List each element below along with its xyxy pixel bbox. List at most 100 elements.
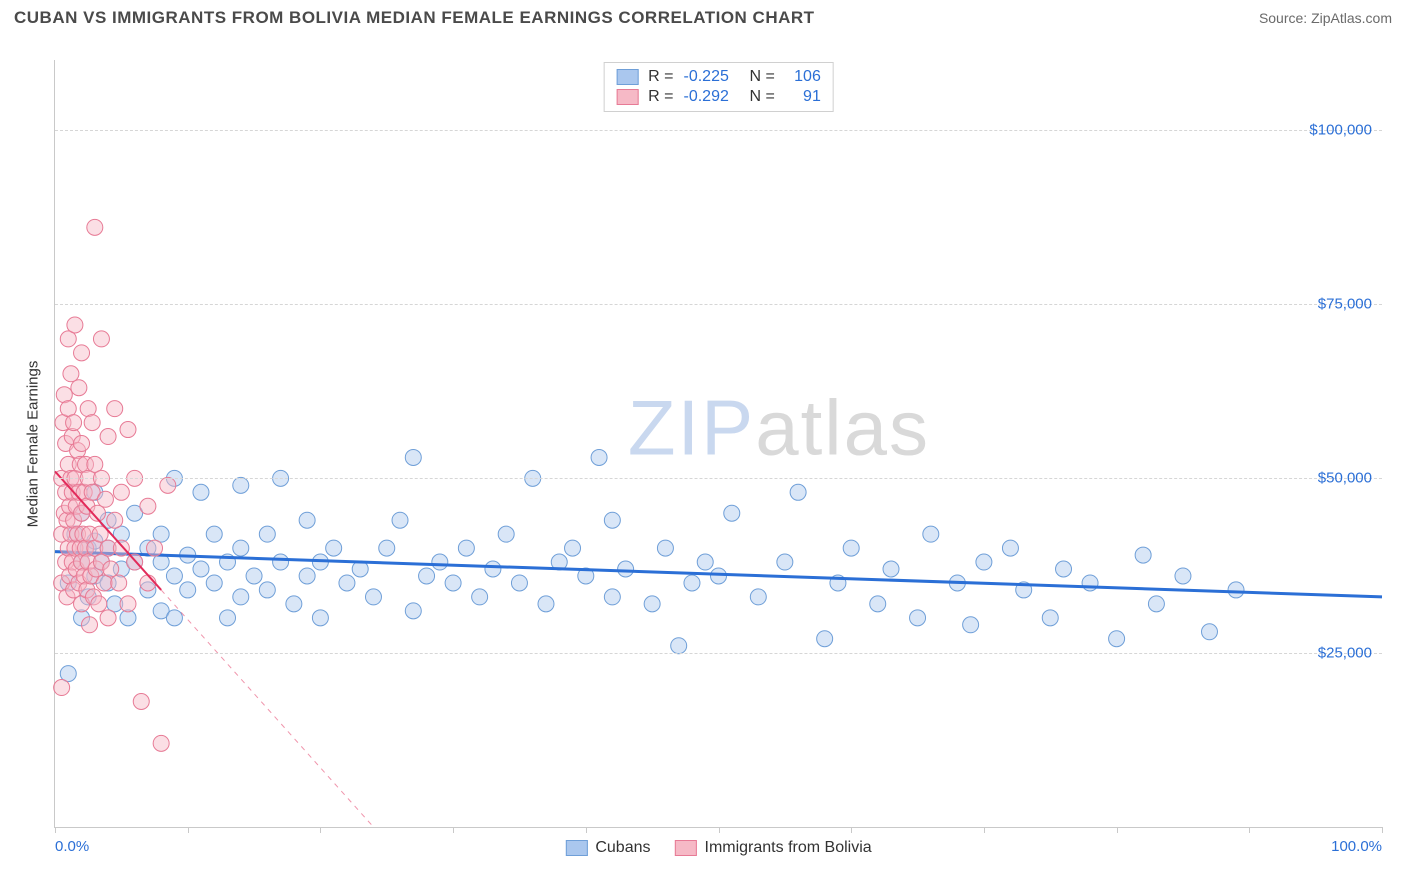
scatter-point: [82, 617, 98, 633]
scatter-point: [963, 617, 979, 633]
n-label: N =: [750, 88, 775, 106]
scatter-point: [472, 589, 488, 605]
legend-stat-row: R =-0.225N =106: [616, 67, 821, 87]
y-tick-label: $25,000: [1318, 644, 1372, 661]
scatter-point: [166, 568, 182, 584]
scatter-point: [147, 540, 163, 556]
n-value: 106: [785, 68, 821, 86]
scatter-point: [790, 484, 806, 500]
legend-swatch: [565, 840, 587, 856]
scatter-point: [1042, 610, 1058, 626]
r-value: -0.225: [684, 68, 740, 86]
scatter-point: [419, 568, 435, 584]
plot-svg: [55, 60, 1382, 827]
scatter-point: [107, 512, 123, 528]
x-tick: [1117, 827, 1118, 833]
scatter-point: [458, 540, 474, 556]
scatter-point: [133, 693, 149, 709]
gridline: [55, 653, 1382, 654]
legend-swatch: [675, 840, 697, 856]
scatter-point: [233, 477, 249, 493]
y-axis-title: Median Female Earnings: [25, 360, 42, 527]
source-link[interactable]: ZipAtlas.com: [1311, 10, 1392, 26]
scatter-point: [684, 575, 700, 591]
scatter-point: [565, 540, 581, 556]
plot-area: Median Female Earnings ZIPatlas R =-0.22…: [54, 60, 1382, 828]
legend-stats: R =-0.225N =106R =-0.292N =91: [603, 62, 834, 112]
scatter-point: [724, 505, 740, 521]
scatter-point: [1056, 561, 1072, 577]
gridline: [55, 304, 1382, 305]
scatter-point: [111, 575, 127, 591]
scatter-point: [93, 331, 109, 347]
scatter-point: [87, 219, 103, 235]
scatter-point: [193, 484, 209, 500]
legend-swatch: [616, 69, 638, 85]
scatter-point: [1109, 631, 1125, 647]
legend-swatch: [616, 89, 638, 105]
scatter-point: [817, 631, 833, 647]
scatter-point: [843, 540, 859, 556]
gridline: [55, 130, 1382, 131]
scatter-point: [1175, 568, 1191, 584]
scatter-point: [312, 610, 328, 626]
scatter-point: [140, 575, 156, 591]
scatter-point: [113, 484, 129, 500]
scatter-point: [671, 638, 687, 654]
scatter-point: [193, 561, 209, 577]
gridline: [55, 478, 1382, 479]
scatter-point: [259, 526, 275, 542]
scatter-point: [485, 561, 501, 577]
scatter-point: [66, 415, 82, 431]
scatter-point: [71, 380, 87, 396]
scatter-point: [160, 477, 176, 493]
n-label: N =: [750, 68, 775, 86]
scatter-point: [1002, 540, 1018, 556]
legend-label: Cubans: [595, 839, 650, 857]
scatter-point: [273, 554, 289, 570]
chart-title: CUBAN VS IMMIGRANTS FROM BOLIVIA MEDIAN …: [14, 8, 815, 28]
legend-label: Immigrants from Bolivia: [705, 839, 872, 857]
scatter-point: [870, 596, 886, 612]
scatter-point: [299, 512, 315, 528]
x-tick: [55, 827, 56, 833]
scatter-point: [976, 554, 992, 570]
scatter-point: [511, 575, 527, 591]
scatter-point: [299, 568, 315, 584]
scatter-point: [97, 491, 113, 507]
x-tick: [188, 827, 189, 833]
scatter-point: [1148, 596, 1164, 612]
scatter-point: [697, 554, 713, 570]
scatter-point: [777, 554, 793, 570]
scatter-point: [107, 401, 123, 417]
scatter-point: [120, 596, 136, 612]
x-label-right: 100.0%: [1331, 838, 1382, 855]
x-tick: [719, 827, 720, 833]
scatter-point: [379, 540, 395, 556]
scatter-point: [233, 589, 249, 605]
x-tick: [586, 827, 587, 833]
legend-series: Cubans Immigrants from Bolivia: [565, 839, 871, 857]
scatter-point: [100, 429, 116, 445]
scatter-point: [445, 575, 461, 591]
scatter-point: [644, 596, 660, 612]
scatter-point: [246, 568, 262, 584]
scatter-point: [657, 540, 673, 556]
scatter-point: [206, 526, 222, 542]
scatter-point: [100, 610, 116, 626]
x-tick: [984, 827, 985, 833]
chart-header: CUBAN VS IMMIGRANTS FROM BOLIVIA MEDIAN …: [0, 0, 1406, 34]
x-tick: [453, 827, 454, 833]
scatter-point: [538, 596, 554, 612]
legend-stat-row: R =-0.292N =91: [616, 87, 821, 107]
scatter-point: [84, 415, 100, 431]
scatter-point: [166, 610, 182, 626]
scatter-point: [618, 561, 634, 577]
scatter-point: [591, 449, 607, 465]
scatter-point: [286, 596, 302, 612]
scatter-point: [498, 526, 514, 542]
scatter-point: [883, 561, 899, 577]
scatter-point: [259, 582, 275, 598]
scatter-point: [220, 610, 236, 626]
scatter-point: [206, 575, 222, 591]
